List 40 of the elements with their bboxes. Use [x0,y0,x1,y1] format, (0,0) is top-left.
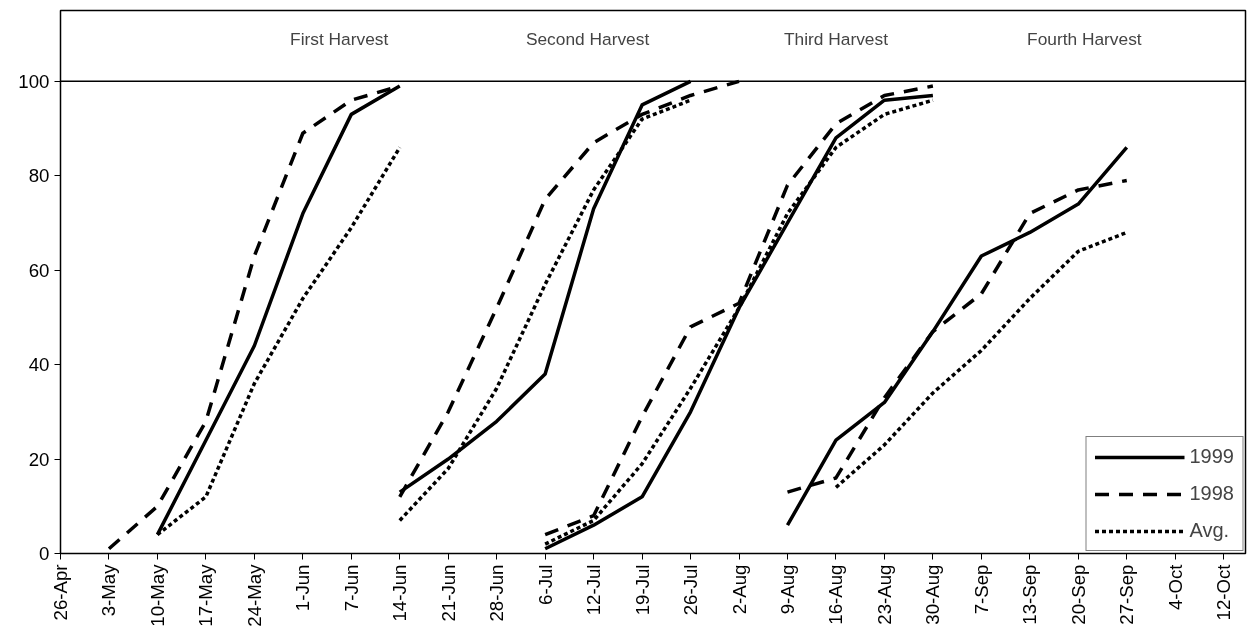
annotation: Fourth Harvest [1027,28,1142,49]
x-tick-label: 23-Aug [873,564,895,625]
x-tick-label: 3-May [98,563,120,617]
x-tick-label: 20-Sep [1067,564,1089,625]
x-tick-label: 30-Aug [922,564,944,625]
legend-label: 1998 [1189,482,1234,505]
x-tick-label: 17-May [195,563,217,627]
y-tick-label: 20 [28,448,50,470]
x-tick-label: 12-Jul [583,564,605,616]
line-series [785,145,1129,527]
x-tick-label: 1-Jun [292,564,314,612]
x-tick-label: 6-Jul [534,564,556,605]
x-tick-label: 26-Apr [50,564,71,621]
y-tick-label: 60 [28,259,50,281]
x-tick-label: 28-Jun [486,564,508,622]
legend-label: 1999 [1189,445,1234,468]
y-tick-label: 40 [28,354,50,376]
x-tick-label: 10-May [146,563,168,627]
y-tick-label: 0 [39,543,50,564]
x-tick-label: 14-Jun [389,564,411,622]
x-tick-label: 13-Sep [1019,564,1041,625]
x-tick-label: 16-Aug [825,564,847,625]
annotation: First Harvest [290,28,389,49]
x-tick-label: 9-Aug [776,564,798,615]
x-tick-label: 24-May [243,563,265,627]
legend-label: Avg. [1189,519,1230,542]
y-tick-label: 80 [28,165,50,187]
x-tick-label: 26-Jul [680,564,702,616]
x-tick-label: 27-Sep [1116,564,1138,625]
x-tick-label: 4-Oct [1164,563,1186,611]
annotation: Third Harvest [783,28,889,49]
x-tick-label: 7-Sep [970,564,992,615]
x-tick-label: 21-Jun [437,564,459,622]
x-tick-label: 7-Jun [340,564,362,612]
line-series [834,230,1129,490]
x-tick-label: 2-Aug [728,564,750,615]
x-tick-label: 19-Jul [631,564,653,616]
y-tick-label: 100 [18,70,50,92]
x-tick-label: 12-Oct [1213,563,1235,621]
annotation: Second Harvest [525,28,650,49]
